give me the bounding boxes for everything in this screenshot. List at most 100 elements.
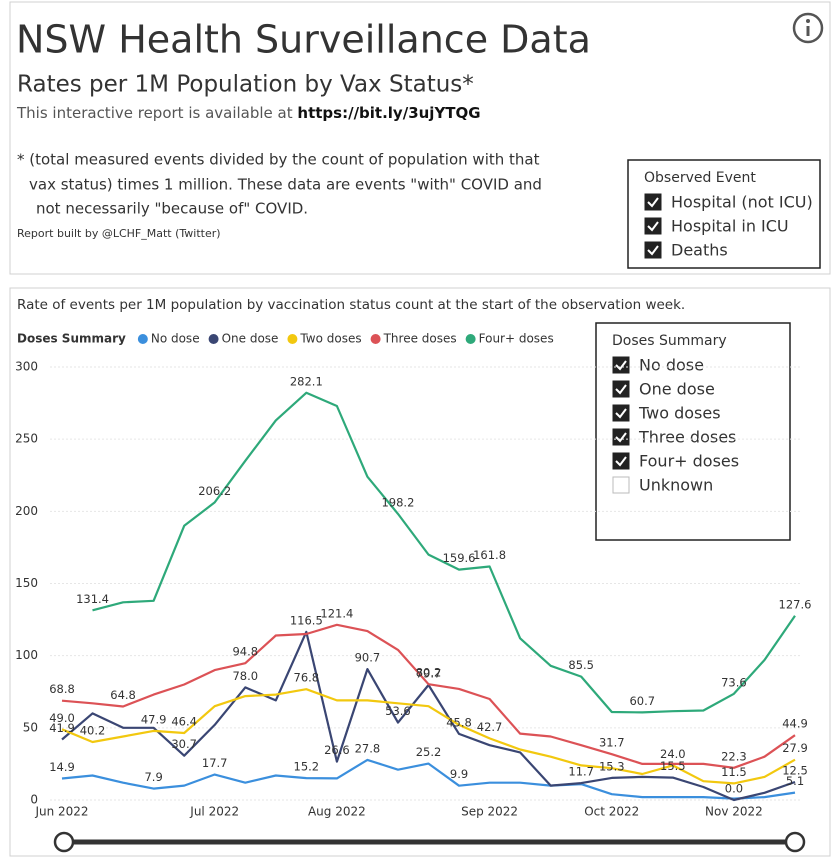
data-label: 15.2 [294,760,320,774]
footnote-line: vax status) times 1 million. These data … [29,176,542,194]
data-label: 42.7 [477,720,503,734]
slicer-item[interactable]: Two doses [612,404,721,423]
data-label: 27.8 [355,741,381,755]
slicer-item-label: One dose [639,380,715,399]
checkbox[interactable] [612,380,630,398]
legend-title: Doses Summary [17,332,126,346]
x-tick-label: Oct 2022 [584,805,639,819]
x-tick-label: Jun 2022 [34,805,88,819]
data-label: 80.2 [416,666,442,680]
data-label: 94.8 [232,645,258,659]
checkbox[interactable] [644,193,662,211]
legend-label[interactable]: Two doses [299,332,361,346]
slicer-item[interactable]: Four+ doses [612,452,739,471]
slicer-item-label: No dose [639,356,704,375]
checkbox[interactable] [612,476,630,494]
data-label: 64.8 [110,688,136,702]
link-line: This interactive report is available at … [16,104,481,122]
slicer-item-label: Hospital in ICU [671,217,789,236]
info-dot [806,19,810,23]
data-label: 46.4 [171,715,197,729]
slicer: Observed Event Hospital (not ICU) Hospital… [627,159,821,269]
legend-marker [370,334,381,344]
x-tick-label: Nov 2022 [705,805,763,819]
data-label: 121.4 [320,606,353,620]
data-label: 73.6 [721,675,747,689]
y-tick-label: 0 [30,793,38,807]
data-label: 49.0 [49,711,75,725]
legend-marker [208,334,219,344]
checkbox[interactable] [612,356,630,374]
data-label: 11.7 [568,765,594,779]
footnote-line: * (total measured events divided by the … [17,151,540,169]
data-label: 7.9 [144,770,162,784]
link[interactable]: https://bit.ly/3ujYTQG [297,104,480,122]
legend-marker [287,334,298,344]
data-label: 78.0 [232,669,258,683]
checkbox[interactable] [612,428,630,446]
legend-label[interactable]: Four+ doses [479,332,554,346]
data-label: 44.9 [782,717,808,731]
data-label: 17.7 [202,756,228,770]
slicer-item-label: Three doses [638,428,736,447]
y-tick-label: 300 [15,360,38,374]
y-tick-label: 200 [15,504,38,518]
series-line [92,391,796,714]
credit: Report built by @LCHF_Matt (Twitter) [17,227,221,240]
x-tick-label: Sep 2022 [461,805,518,819]
data-label: 25.2 [416,745,442,759]
slicer-item[interactable]: No dose [612,356,704,375]
legend-marker [137,334,148,344]
legend-label[interactable]: One dose [222,332,279,346]
date-slider[interactable] [53,831,806,853]
data-label: 30.7 [171,737,197,751]
legend-marker [465,334,476,344]
checkmark [615,456,627,467]
data-label: 79.7 [416,666,442,680]
data-label: 11.5 [721,765,747,779]
checkbox[interactable] [644,241,662,259]
page-title: NSW Health Surveillance Data [16,18,591,62]
data-label: 15.3 [599,759,625,773]
series-line [61,623,796,769]
data-label: 206.2 [198,484,231,498]
info-icon[interactable] [792,12,824,44]
data-label: 40.2 [80,723,106,737]
checkmark [647,221,659,232]
slicer-item-label: Two doses [638,404,721,423]
data-label: 85.5 [568,658,594,672]
slicer-item[interactable]: One dose [612,380,715,399]
slider-handle[interactable] [784,831,806,853]
data-label: 9.9 [450,767,468,781]
data-label: 31.7 [599,736,625,750]
footnote-line: not necessarily "because of" COVID. [36,200,308,218]
checkbox[interactable] [612,404,630,422]
legend-label[interactable]: Three doses [383,332,457,346]
legend-label[interactable]: No dose [151,332,200,346]
y-tick-label: 50 [23,720,38,734]
data-label: 90.7 [355,651,381,665]
slicer-item[interactable]: Unknown [612,476,713,495]
data-label: 53.6 [385,704,411,718]
slicer-item[interactable]: Deaths [644,241,728,260]
data-label: 22.3 [721,749,747,763]
checkmark [615,432,627,443]
slicer: Doses Summary No dose One dose Two doses Thr… [595,322,791,541]
data-label: 60.7 [629,694,655,708]
x-tick-label: Aug 2022 [308,805,366,819]
data-label: 116.5 [290,613,323,627]
checkbox[interactable] [644,217,662,235]
data-label: 5.1 [786,774,804,788]
data-label: 15.5 [660,759,686,773]
slicer-item[interactable]: Three doses [612,428,736,447]
slicer-item-label: Hospital (not ICU) [671,193,813,212]
data-label: 24.0 [660,747,686,761]
checkmark [615,384,627,395]
data-label: 0.0 [725,782,743,796]
slicer-item[interactable]: Hospital (not ICU) [644,193,813,212]
y-tick-label: 250 [15,432,38,446]
slider-handle[interactable] [53,831,75,853]
slicer-item[interactable]: Hospital in ICU [644,217,789,236]
checkbox[interactable] [612,452,630,470]
